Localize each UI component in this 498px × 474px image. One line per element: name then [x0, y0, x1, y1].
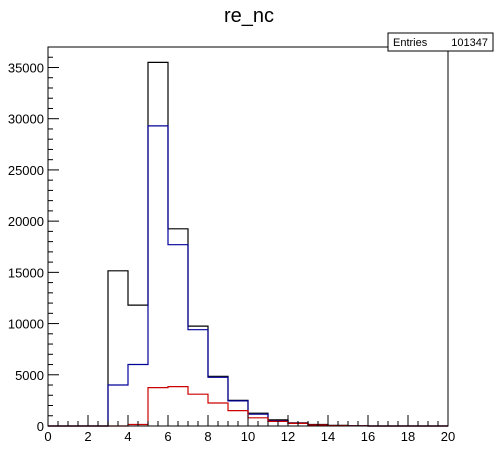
- x-tick-label: 0: [44, 429, 51, 444]
- x-tick-label: 6: [164, 429, 171, 444]
- y-tick-label: 10000: [8, 317, 44, 332]
- histogram-series-1: [48, 61, 448, 427]
- y-tick-label: 5000: [15, 368, 44, 383]
- stats-entries-value: 101347: [451, 37, 488, 49]
- stats-box-frame: [387, 32, 494, 52]
- x-tick-label: 2: [84, 429, 91, 444]
- axes-layer: 0 2 4 6 8 10 12 14 16 18 20 0 5000 10000 15000 20000 250…: [8, 46, 455, 444]
- chart-title: re_nc: [224, 5, 274, 27]
- series-layer: [48, 61, 448, 427]
- y-tick-label: 0: [37, 419, 44, 434]
- y-tick-label: 15000: [8, 265, 44, 280]
- y-tick-label: 25000: [8, 163, 44, 178]
- x-tick-label: 16: [361, 429, 375, 444]
- stats-entries-label: Entries: [393, 37, 428, 49]
- stats-box: Entries 101347: [387, 32, 494, 52]
- y-tick-label: 30000: [8, 112, 44, 127]
- x-tick-label: 12: [281, 429, 295, 444]
- x-tick-label: 8: [204, 429, 211, 444]
- y-tick-label: 20000: [8, 214, 44, 229]
- y-tick-label: 35000: [8, 60, 44, 75]
- x-tick-label: 18: [401, 429, 415, 444]
- x-tick-label: 20: [441, 429, 455, 444]
- x-tick-label: 14: [321, 429, 335, 444]
- x-tick-label: 10: [241, 429, 255, 444]
- x-tick-label: 4: [124, 429, 131, 444]
